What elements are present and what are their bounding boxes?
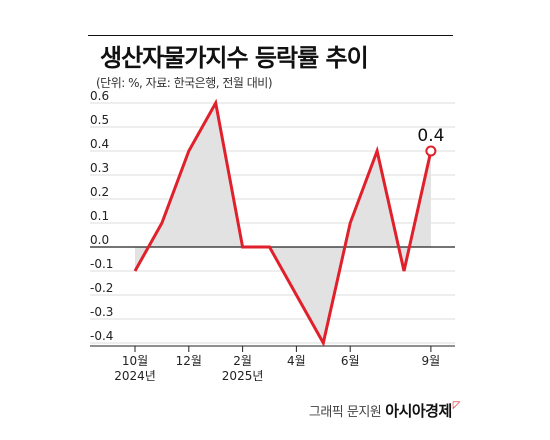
y-tick-label: -0.3 (90, 305, 113, 319)
y-tick-label: 0.2 (90, 185, 109, 199)
credit: 그래픽 문지원 아시아경제◸ (308, 400, 461, 421)
brand-mark-icon: ◸ (452, 400, 461, 411)
x-tick-label: 12월 (176, 354, 202, 368)
x-tick-label: 6월 (341, 354, 360, 368)
y-tick-label: 0.3 (90, 161, 109, 175)
last-value-label: 0.4 (417, 126, 444, 146)
chart-subtitle: (단위: %, 자료: 한국은행, 전월 대비) (96, 76, 273, 90)
y-tick-label: -0.2 (90, 281, 113, 295)
x-tick-label: 9월 (422, 354, 441, 368)
y-tick-label: -0.4 (90, 329, 113, 343)
y-tick-label: 0.6 (90, 89, 109, 103)
x-tick-label: 2025년 (222, 369, 264, 383)
y-tick-label: 0.1 (90, 209, 109, 223)
x-tick-label: 2월 (233, 354, 252, 368)
x-tick-label: 2024년 (114, 369, 156, 383)
y-tick-label: 0.0 (90, 233, 109, 247)
y-tick-label: 0.5 (90, 113, 109, 127)
last-point-marker (425, 145, 437, 157)
y-tick-label: -0.1 (90, 257, 113, 271)
credit-prefix: 그래픽 문지원 (308, 405, 382, 420)
x-tick-label: 10월 (122, 354, 148, 368)
y-tick-label: 0.4 (90, 137, 109, 151)
series-area (135, 103, 431, 343)
series-line (133, 98, 433, 348)
chart-title: 생산자물가지수 등락률 추이 (100, 44, 369, 72)
x-tick-label: 4월 (287, 354, 306, 368)
top-rule (88, 35, 453, 36)
brand-logo-text: 아시아경제 (385, 402, 452, 420)
